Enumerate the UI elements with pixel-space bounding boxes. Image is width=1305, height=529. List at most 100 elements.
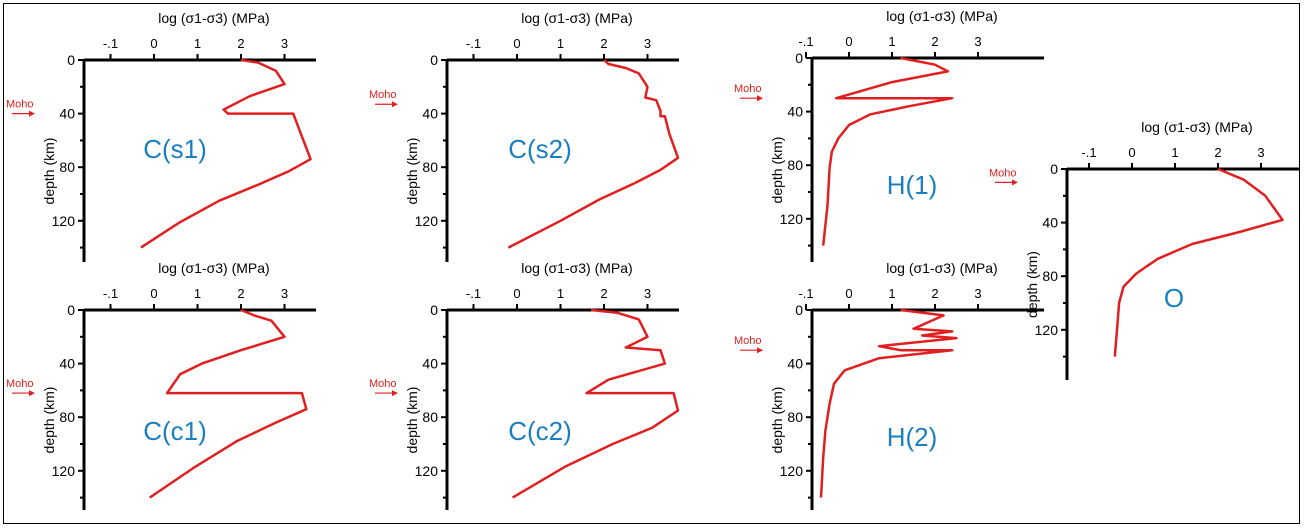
- strength-curve: [507, 59, 680, 249]
- figure-frame: [3, 3, 1300, 524]
- moho-arrow-head: [29, 110, 35, 117]
- x-tick-label: 2: [931, 286, 938, 301]
- y-tick-label: 120: [1035, 322, 1059, 338]
- y-tick-label: 40: [59, 106, 75, 122]
- y-axis-label: depth (km): [769, 137, 785, 204]
- y-tick-label: 40: [422, 106, 438, 122]
- y-tick-label: 120: [780, 211, 804, 227]
- moho-label: Moho: [369, 89, 397, 101]
- strength-curve: [1113, 167, 1284, 357]
- moho-label: Moho: [989, 167, 1017, 179]
- strength-curve: [140, 58, 312, 249]
- y-tick-label: 80: [59, 409, 75, 425]
- panel-label: O: [1164, 283, 1184, 313]
- x-tick-label: 2: [931, 34, 938, 49]
- y-axis-label: depth (km): [769, 387, 785, 454]
- y-tick-label: 80: [422, 159, 438, 175]
- y-tick-label: 120: [52, 463, 76, 479]
- strength-curve: [819, 308, 958, 498]
- y-tick-label: 120: [780, 463, 804, 479]
- x-axis-label: log (σ1-σ3) (MPa): [886, 260, 997, 276]
- x-tick-label: -.1: [466, 36, 481, 51]
- x-axis-label: log (σ1-σ3) (MPa): [1141, 119, 1252, 135]
- panel-label: C(c2): [508, 416, 572, 446]
- y-tick-label: 40: [422, 356, 438, 372]
- x-tick-label: 1: [194, 286, 201, 301]
- x-tick-label: 0: [150, 36, 157, 51]
- x-tick-label: 3: [281, 286, 288, 301]
- y-tick-label: 120: [52, 213, 76, 229]
- x-tick-label: 3: [644, 286, 651, 301]
- panel-label: C(c1): [143, 416, 207, 446]
- x-tick-label: 2: [1214, 145, 1221, 160]
- panel-o: log (σ1-σ3) (MPa) -.1 0 1 2 3 0 40 80 120 depth (k…: [989, 119, 1299, 380]
- y-axis-label: depth (km): [1024, 251, 1040, 318]
- panel-label: H(2): [887, 422, 938, 452]
- moho-label: Moho: [6, 99, 34, 111]
- y-tick-label: 0: [67, 52, 75, 68]
- panel-cs1: log (σ1-σ3) (MPa) -.1 0 1 2 3 0 40 80 120 depth (k…: [6, 10, 316, 262]
- moho-label: Moho: [734, 83, 762, 95]
- x-tick-label: 0: [513, 36, 520, 51]
- x-tick-label: 1: [194, 36, 201, 51]
- moho-arrow-head: [757, 95, 763, 102]
- y-axis-label: depth (km): [41, 387, 57, 454]
- moho-arrow-head: [392, 390, 398, 397]
- moho-label: Moho: [6, 378, 34, 390]
- y-axis-label: depth (km): [404, 138, 420, 205]
- moho-arrow-head: [29, 390, 35, 397]
- y-tick-label: 0: [67, 302, 75, 318]
- y-tick-label: 0: [430, 52, 438, 68]
- strength-curve: [148, 308, 308, 499]
- x-tick-label: -.1: [103, 286, 118, 301]
- y-tick-label: 40: [787, 356, 803, 372]
- y-tick-label: 0: [1050, 161, 1058, 177]
- x-axis-label: log (σ1-σ3) (MPa): [521, 10, 632, 26]
- x-tick-label: 3: [281, 36, 288, 51]
- x-tick-label: 1: [557, 286, 564, 301]
- x-axis-label: log (σ1-σ3) (MPa): [158, 10, 269, 26]
- y-axis-label: depth (km): [404, 387, 420, 454]
- y-tick-label: 80: [787, 157, 803, 173]
- x-tick-label: 1: [1171, 145, 1178, 160]
- panel-cc1: log (σ1-σ3) (MPa) -.1 0 1 2 3 0 40 80 120 depth (k…: [6, 260, 316, 510]
- x-tick-label: 0: [845, 34, 852, 49]
- moho-arrow-head: [1012, 179, 1018, 186]
- x-tick-label: 1: [888, 286, 895, 301]
- panel-cc2: log (σ1-σ3) (MPa) -.1 0 1 2 3 0 40 80 120 depth (k…: [369, 260, 680, 510]
- y-tick-label: 120: [415, 463, 439, 479]
- y-tick-label: 80: [59, 159, 75, 175]
- panel-label: H(1): [887, 170, 938, 200]
- y-tick-label: 40: [1042, 215, 1058, 231]
- x-tick-label: -.1: [466, 286, 481, 301]
- x-tick-label: 2: [237, 36, 244, 51]
- x-tick-label: -.1: [798, 286, 813, 301]
- panel-label: C(s2): [508, 134, 572, 164]
- moho-label: Moho: [369, 378, 397, 390]
- x-tick-label: 3: [1257, 145, 1264, 160]
- x-tick-label: -.1: [798, 34, 813, 49]
- x-axis-label: log (σ1-σ3) (MPa): [158, 260, 269, 276]
- x-tick-label: 0: [513, 286, 520, 301]
- y-tick-label: 120: [415, 213, 439, 229]
- x-tick-label: 2: [600, 286, 607, 301]
- x-tick-label: 1: [888, 34, 895, 49]
- x-tick-label: 0: [845, 286, 852, 301]
- panel-label: C(s1): [143, 134, 207, 164]
- x-axis-label: log (σ1-σ3) (MPa): [886, 8, 997, 24]
- moho-label: Moho: [734, 335, 762, 347]
- x-tick-label: 0: [150, 286, 157, 301]
- x-tick-label: 1: [557, 36, 564, 51]
- x-tick-label: 3: [974, 34, 981, 49]
- strength-curve: [821, 56, 954, 246]
- panel-cs2: log (σ1-σ3) (MPa) -.1 0 1 2 3 0 40 80 120 depth (k…: [369, 10, 680, 262]
- y-tick-label: 80: [787, 409, 803, 425]
- y-tick-label: 40: [59, 356, 75, 372]
- x-tick-label: -.1: [103, 36, 118, 51]
- y-axis-label: depth (km): [41, 138, 57, 205]
- x-tick-label: 3: [974, 286, 981, 301]
- y-tick-label: 0: [430, 302, 438, 318]
